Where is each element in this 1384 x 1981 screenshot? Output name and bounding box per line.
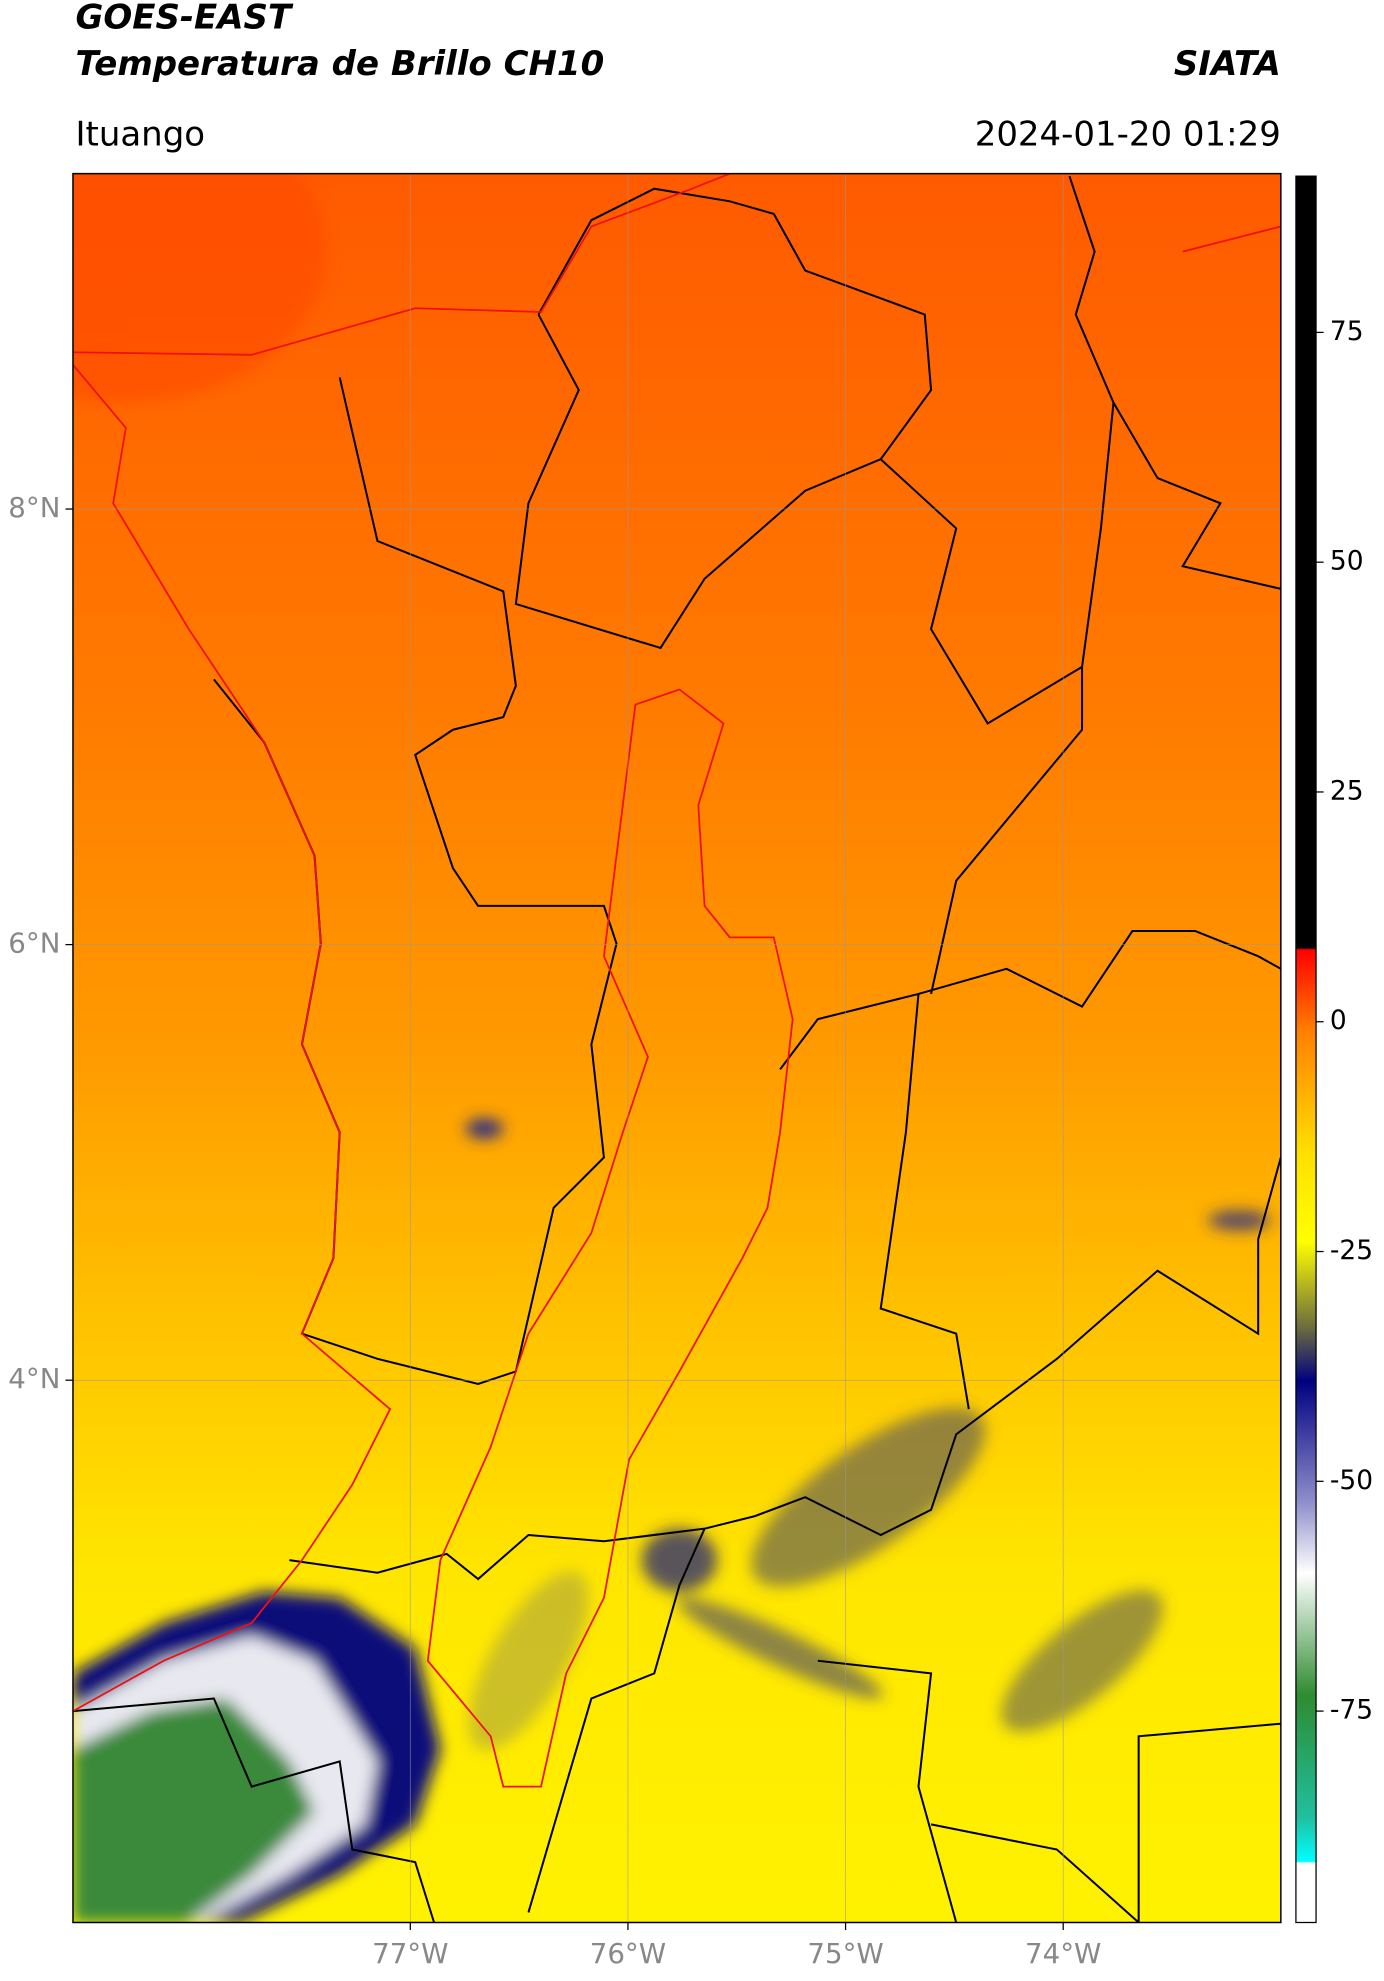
x-tick-label: 75°W <box>807 1937 883 1970</box>
product: Temperatura de Brillo CH10 <box>75 44 604 84</box>
title: GOES-EAST <box>75 0 293 37</box>
x-tick-label: 76°W <box>590 1937 666 1970</box>
colorbar-label: 0 <box>1330 1005 1347 1036</box>
y-tick-label: 4°N <box>8 1362 60 1395</box>
grid <box>72 173 1281 1923</box>
region: Ituango <box>75 114 205 154</box>
y-tick-label: 8°N <box>8 491 60 524</box>
colorbar-label: 25 <box>1330 775 1364 806</box>
datetime: 2024-01-20 01:29 <box>975 114 1281 154</box>
colorbar-label: 50 <box>1330 546 1364 577</box>
colorbar-label: -50 <box>1330 1465 1373 1496</box>
colorbar-label: 75 <box>1330 316 1364 347</box>
warm-patch <box>72 173 328 403</box>
colorbar-label: -25 <box>1330 1235 1373 1266</box>
map-area <box>72 173 1281 1923</box>
agency: SIATA <box>1174 44 1281 84</box>
map-frame <box>72 172 1282 1924</box>
colorbar <box>1295 175 1317 1924</box>
cloud-patches <box>72 1118 1271 1923</box>
x-tick-label: 77°W <box>372 1937 448 1970</box>
colorbar-label: -75 <box>1330 1695 1373 1726</box>
x-tick-label: 74°W <box>1025 1937 1101 1970</box>
y-tick-label: 6°N <box>8 927 60 960</box>
